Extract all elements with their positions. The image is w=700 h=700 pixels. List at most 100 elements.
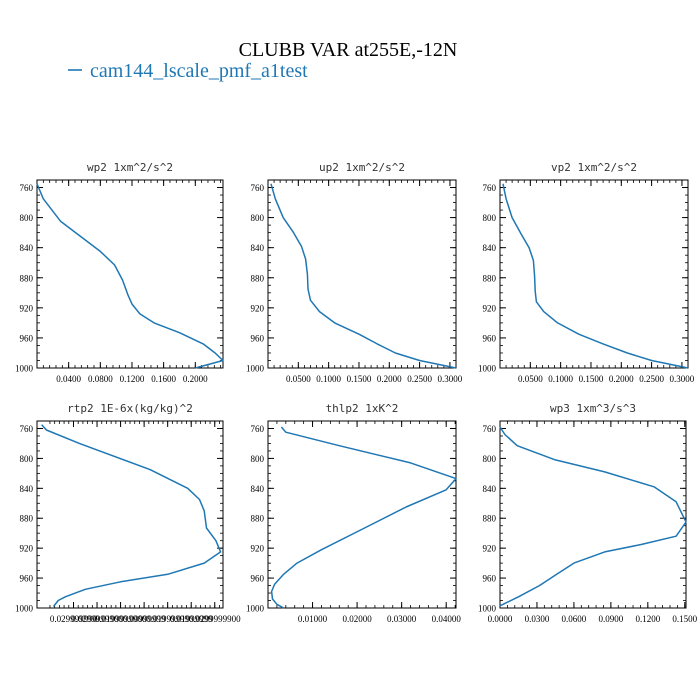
y-tick-label: 880: [20, 514, 34, 524]
y-tick-label: 800: [483, 454, 497, 464]
y-tick-label: 920: [251, 303, 265, 313]
x-tick-label: 0.2000: [183, 374, 208, 384]
x-tick-label: 0.0900: [598, 614, 623, 624]
x-tick-label: 0.0600: [562, 614, 587, 624]
y-tick-label: 960: [251, 574, 265, 584]
x-tick-label: 0.1500: [347, 374, 372, 384]
panel-1: wp2 1xm^2/s^2 0.0400 0.0800 0.1200 0.1600 0.2…: [15, 161, 224, 384]
plot-frame: [499, 420, 687, 609]
x-tick-label: 0.03000: [387, 614, 417, 624]
y-tick-label: 800: [20, 213, 34, 223]
series-line: [36, 183, 224, 369]
legend-entry: cam144_lscale_pmf_a1test: [90, 60, 308, 82]
y-tick-label: 920: [483, 303, 497, 313]
panels-container: wp2 1xm^2/s^2 0.0400 0.0800 0.1200 0.1600 0.2…: [15, 161, 698, 624]
y-tick-label: 760: [483, 183, 497, 193]
y-tick-label: 880: [251, 273, 265, 283]
y-tick-label: 920: [20, 544, 34, 554]
panel-title: up2 1xm^2/s^2: [319, 161, 405, 174]
y-tick-label: 1000: [246, 604, 265, 614]
x-tick-label: 0.1500: [672, 614, 697, 624]
y-tick-label: 880: [483, 273, 497, 283]
y-tick-label: 840: [483, 484, 497, 494]
y-tick-label: 960: [251, 333, 265, 343]
x-tick-label: 0.3000: [438, 374, 463, 384]
series-line: [270, 426, 457, 609]
x-tick-label: 0.01999999: [170, 614, 213, 624]
y-tick-label: 1000: [15, 604, 34, 614]
x-tick-label: 0.2500: [407, 374, 432, 384]
x-tick-label: 0.2000: [609, 374, 634, 384]
x-tick-label: 0.00999999: [123, 614, 166, 624]
panel-title: thlp2 1xK^2: [326, 402, 399, 415]
y-tick-label: 960: [20, 574, 34, 584]
y-tick-label: 840: [20, 484, 34, 494]
series-line: [499, 426, 687, 607]
x-tick-label: 0.04000: [432, 614, 462, 624]
y-tick-label: 1000: [246, 364, 265, 374]
y-tick-label: 800: [251, 454, 265, 464]
legend: cam144_lscale_pmf_a1test: [68, 60, 308, 82]
x-tick-label: 0.0500: [518, 374, 543, 384]
x-tick-label: 0.1200: [635, 614, 660, 624]
x-tick-label: 0.029999990: [50, 614, 98, 624]
panel-5: thlp2 1xK^2 0.01000 0.02000 0.03000 0.04000 7…: [246, 402, 461, 624]
y-tick-label: 880: [251, 514, 265, 524]
x-tick-label: 0.2500: [639, 374, 664, 384]
panel-2: up2 1xm^2/s^2 0.0500 0.1000 0.1500 0.2000 0.2…: [246, 161, 463, 384]
y-tick-label: 760: [483, 424, 497, 434]
panel-title: wp2 1xm^2/s^2: [87, 161, 173, 174]
y-tick-label: 800: [483, 213, 497, 223]
y-tick-label: 960: [483, 574, 497, 584]
y-tick-label: 800: [20, 454, 34, 464]
y-tick-label: 880: [20, 273, 34, 283]
panel-title: vp2 1xm^2/s^2: [551, 161, 637, 174]
x-tick-label: 0.0300: [525, 614, 550, 624]
y-tick-label: 800: [251, 213, 265, 223]
y-tick-label: 840: [483, 243, 497, 253]
x-tick-label: 0.0299999900: [189, 614, 241, 624]
x-tick-label: 0.0000: [488, 614, 513, 624]
panel-title: rtp2 1E-6x(kg/kg)^2: [67, 402, 193, 415]
panel-3: vp2 1xm^2/s^2 0.0500 0.1000 0.1500 0.2000 0.2…: [478, 161, 695, 384]
x-tick-label: 0.2000: [377, 374, 402, 384]
x-tick-label: 0.0299999900: [71, 614, 123, 624]
x-tick-label: 0.1500: [579, 374, 604, 384]
plot-frame: [267, 179, 457, 369]
series-line: [41, 424, 222, 607]
y-tick-label: 960: [20, 333, 34, 343]
y-tick-label: 1000: [478, 604, 497, 614]
y-tick-label: 840: [20, 243, 34, 253]
x-tick-label: 0.1000: [316, 374, 341, 384]
y-tick-label: 1000: [15, 364, 34, 374]
figure-title: CLUBB VAR at255E,-12N: [239, 39, 458, 61]
plot-frame: [267, 420, 457, 609]
x-tick-label: 0.01999999: [146, 614, 189, 624]
plot-frame: [499, 179, 689, 369]
x-tick-label: 0.1000: [548, 374, 573, 384]
x-tick-label: 0.3000: [670, 374, 695, 384]
x-tick-label: 0.1200: [120, 374, 145, 384]
series-line: [270, 183, 457, 369]
x-tick-label: 0.0500: [286, 374, 311, 384]
y-tick-label: 760: [251, 424, 265, 434]
y-tick-label: 920: [251, 544, 265, 554]
y-tick-label: 760: [20, 183, 34, 193]
panel-6: wp3 1xm^3/s^3 0.0000 0.0300 0.0600 0.0900 0.1…: [478, 402, 698, 624]
plot-frame: [36, 179, 224, 369]
y-tick-label: 840: [251, 484, 265, 494]
x-tick-label: 0.0199999900: [95, 614, 147, 624]
y-tick-label: 920: [20, 303, 34, 313]
x-tick-label: 0.02000: [342, 614, 372, 624]
y-tick-label: 840: [251, 243, 265, 253]
y-tick-label: 920: [483, 544, 497, 554]
panel-title: wp3 1xm^3/s^3: [550, 402, 636, 415]
x-tick-label: 0.0800: [88, 374, 113, 384]
y-tick-label: 760: [20, 424, 34, 434]
panel-4: rtp2 1E-6x(kg/kg)^20.0299999900.02999999…: [15, 402, 241, 624]
x-tick-label: 0.01000: [298, 614, 328, 624]
x-tick-label: 0.0400: [56, 374, 81, 384]
series-line: [502, 183, 689, 369]
